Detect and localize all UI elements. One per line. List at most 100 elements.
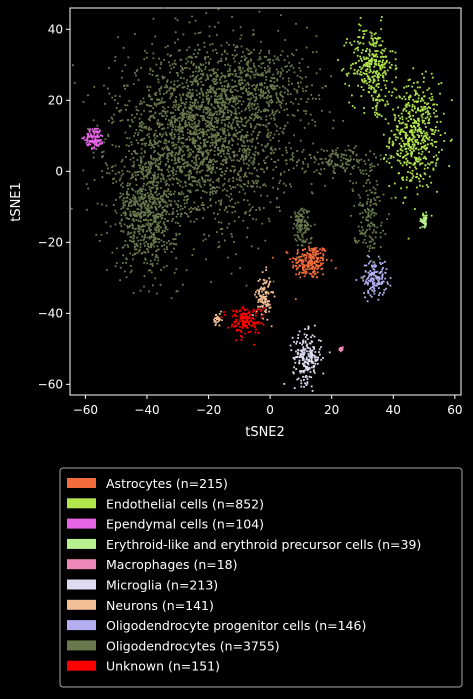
scatter-point <box>102 155 104 157</box>
scatter-point <box>223 127 226 130</box>
scatter-point <box>144 207 147 209</box>
scatter-point <box>202 72 205 75</box>
scatter-point <box>311 276 314 278</box>
scatter-point <box>133 240 135 243</box>
scatter-point <box>156 223 159 226</box>
scatter-point <box>407 139 410 142</box>
scatter-point <box>121 76 123 79</box>
scatter-point <box>178 124 181 127</box>
scatter-point <box>185 101 188 104</box>
scatter-point <box>93 141 96 144</box>
scatter-point <box>314 272 317 275</box>
scatter-point <box>188 176 191 178</box>
scatter-point <box>190 84 193 86</box>
scatter-point <box>422 130 425 133</box>
scatter-point <box>209 58 212 61</box>
scatter-point <box>409 118 412 120</box>
scatter-point <box>260 66 263 69</box>
scatter-point <box>416 193 419 196</box>
scatter-point <box>275 92 278 94</box>
scatter-point <box>295 368 298 370</box>
scatter-point <box>231 211 234 214</box>
scatter-point <box>231 144 234 146</box>
scatter-point <box>184 123 187 126</box>
scatter-point <box>311 353 313 355</box>
scatter-point <box>171 63 174 66</box>
scatter-point <box>87 143 90 145</box>
scatter-point <box>256 182 258 185</box>
scatter-point <box>127 193 130 196</box>
scatter-point <box>155 254 158 256</box>
scatter-point <box>303 269 306 272</box>
scatter-point <box>303 265 306 268</box>
scatter-point <box>152 211 155 214</box>
scatter-point <box>131 197 134 199</box>
scatter-point <box>233 112 236 115</box>
scatter-point <box>177 117 180 119</box>
scatter-point <box>151 182 154 184</box>
scatter-point <box>431 128 433 131</box>
scatter-point <box>165 142 167 145</box>
scatter-point <box>405 136 407 138</box>
scatter-point <box>208 180 211 182</box>
scatter-point <box>157 221 160 224</box>
scatter-point <box>367 77 370 80</box>
scatter-point <box>217 154 220 156</box>
scatter-point <box>432 156 435 158</box>
scatter-point <box>212 70 215 72</box>
scatter-point <box>378 287 380 289</box>
scatter-point <box>366 82 368 85</box>
scatter-point <box>193 98 196 101</box>
scatter-point <box>245 74 247 76</box>
scatter-point <box>262 184 264 187</box>
scatter-point <box>199 63 202 65</box>
scatter-point <box>151 193 154 196</box>
scatter-point <box>298 264 301 267</box>
scatter-point <box>383 79 385 82</box>
scatter-point <box>427 102 430 105</box>
scatter-point <box>290 101 292 103</box>
scatter-point <box>123 223 126 226</box>
scatter-point <box>171 151 173 154</box>
scatter-point <box>355 279 358 281</box>
scatter-point <box>128 203 130 206</box>
scatter-point <box>277 133 280 136</box>
scatter-point <box>219 228 222 230</box>
scatter-point <box>179 184 181 187</box>
scatter-point <box>375 275 377 278</box>
scatter-point <box>264 303 267 306</box>
scatter-point <box>387 122 390 125</box>
scatter-point <box>142 169 145 172</box>
scatter-point <box>180 69 182 72</box>
scatter-point <box>155 191 157 193</box>
scatter-point <box>234 108 237 111</box>
scatter-point <box>133 232 136 235</box>
scatter-point <box>216 121 219 124</box>
scatter-point <box>188 148 190 151</box>
scatter-point <box>189 189 192 192</box>
scatter-point <box>254 293 256 296</box>
scatter-point <box>256 175 259 177</box>
scatter-point <box>153 238 156 241</box>
scatter-point <box>94 143 97 146</box>
scatter-point <box>307 363 310 366</box>
scatter-point <box>185 269 188 272</box>
scatter-point <box>400 187 402 190</box>
scatter-point <box>381 66 384 69</box>
scatter-point <box>425 126 427 128</box>
scatter-point <box>332 119 335 122</box>
scatter-point <box>413 100 416 103</box>
scatter-point <box>395 67 398 69</box>
scatter-point <box>244 83 247 86</box>
scatter-point <box>144 258 147 261</box>
scatter-point <box>313 346 316 349</box>
scatter-point <box>227 180 230 183</box>
scatter-point <box>203 45 206 48</box>
scatter-point <box>218 319 221 322</box>
scatter-point <box>135 128 138 131</box>
scatter-point <box>388 61 391 64</box>
scatter-point <box>425 214 428 217</box>
scatter-point <box>419 174 422 176</box>
scatter-point <box>143 242 146 245</box>
scatter-point <box>245 88 248 90</box>
